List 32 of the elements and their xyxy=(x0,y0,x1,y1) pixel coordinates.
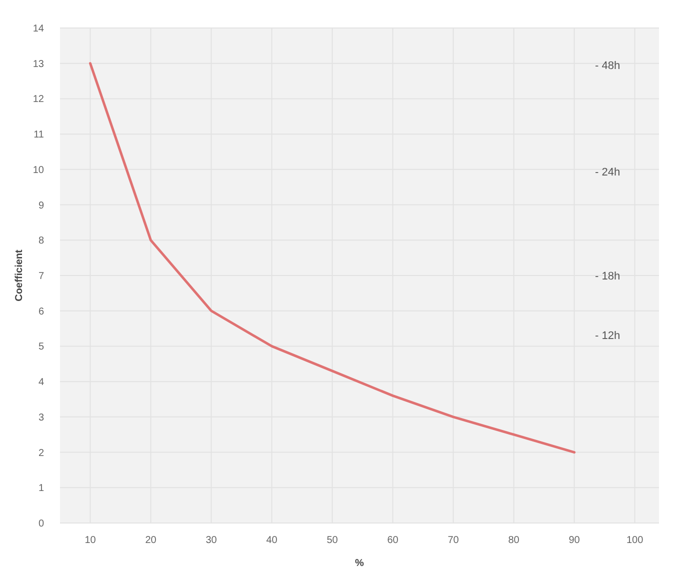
x-tick-label: 30 xyxy=(206,535,218,546)
y-tick-label: 11 xyxy=(34,130,44,141)
annotation: - 24h xyxy=(595,166,620,179)
annotation: - 18h xyxy=(595,270,620,282)
y-tick-label: 0 xyxy=(38,518,44,530)
line-series xyxy=(89,62,576,454)
y-tick-label: 2 xyxy=(38,448,44,459)
y-tick-label: 3 xyxy=(38,412,44,424)
x-tick-label: 40 xyxy=(266,535,278,546)
x-axis-title: % xyxy=(355,558,364,569)
y-tick-label: 7 xyxy=(38,271,44,282)
x-tick-label: 100 xyxy=(626,535,644,546)
x-tick-label: 50 xyxy=(326,535,338,546)
x-tick-label: 60 xyxy=(387,535,399,546)
y-tick-label: 6 xyxy=(38,306,44,318)
y-axis-title: Coefficient xyxy=(14,248,25,302)
x-tick-label: 70 xyxy=(448,535,460,546)
y-tick-label: 4 xyxy=(38,377,44,388)
annotation: - 48h xyxy=(595,60,620,72)
y-tick-label: 13 xyxy=(32,58,44,70)
y-tick-label: 5 xyxy=(38,342,44,353)
x-tick-label: 80 xyxy=(508,535,520,546)
x-tick-label: 90 xyxy=(568,535,580,546)
y-tick-label: 8 xyxy=(38,236,44,247)
annotation: - 12h xyxy=(595,330,620,342)
x-tick-label: 10 xyxy=(84,535,96,546)
x-tick-label: 20 xyxy=(145,535,157,546)
y-tick-label: 9 xyxy=(38,200,44,212)
y-tick-label: 1 xyxy=(38,483,44,494)
y-tick-label: 10 xyxy=(32,164,44,176)
y-tick-label: 12 xyxy=(32,94,44,106)
y-tick-label: 14 xyxy=(32,24,44,34)
